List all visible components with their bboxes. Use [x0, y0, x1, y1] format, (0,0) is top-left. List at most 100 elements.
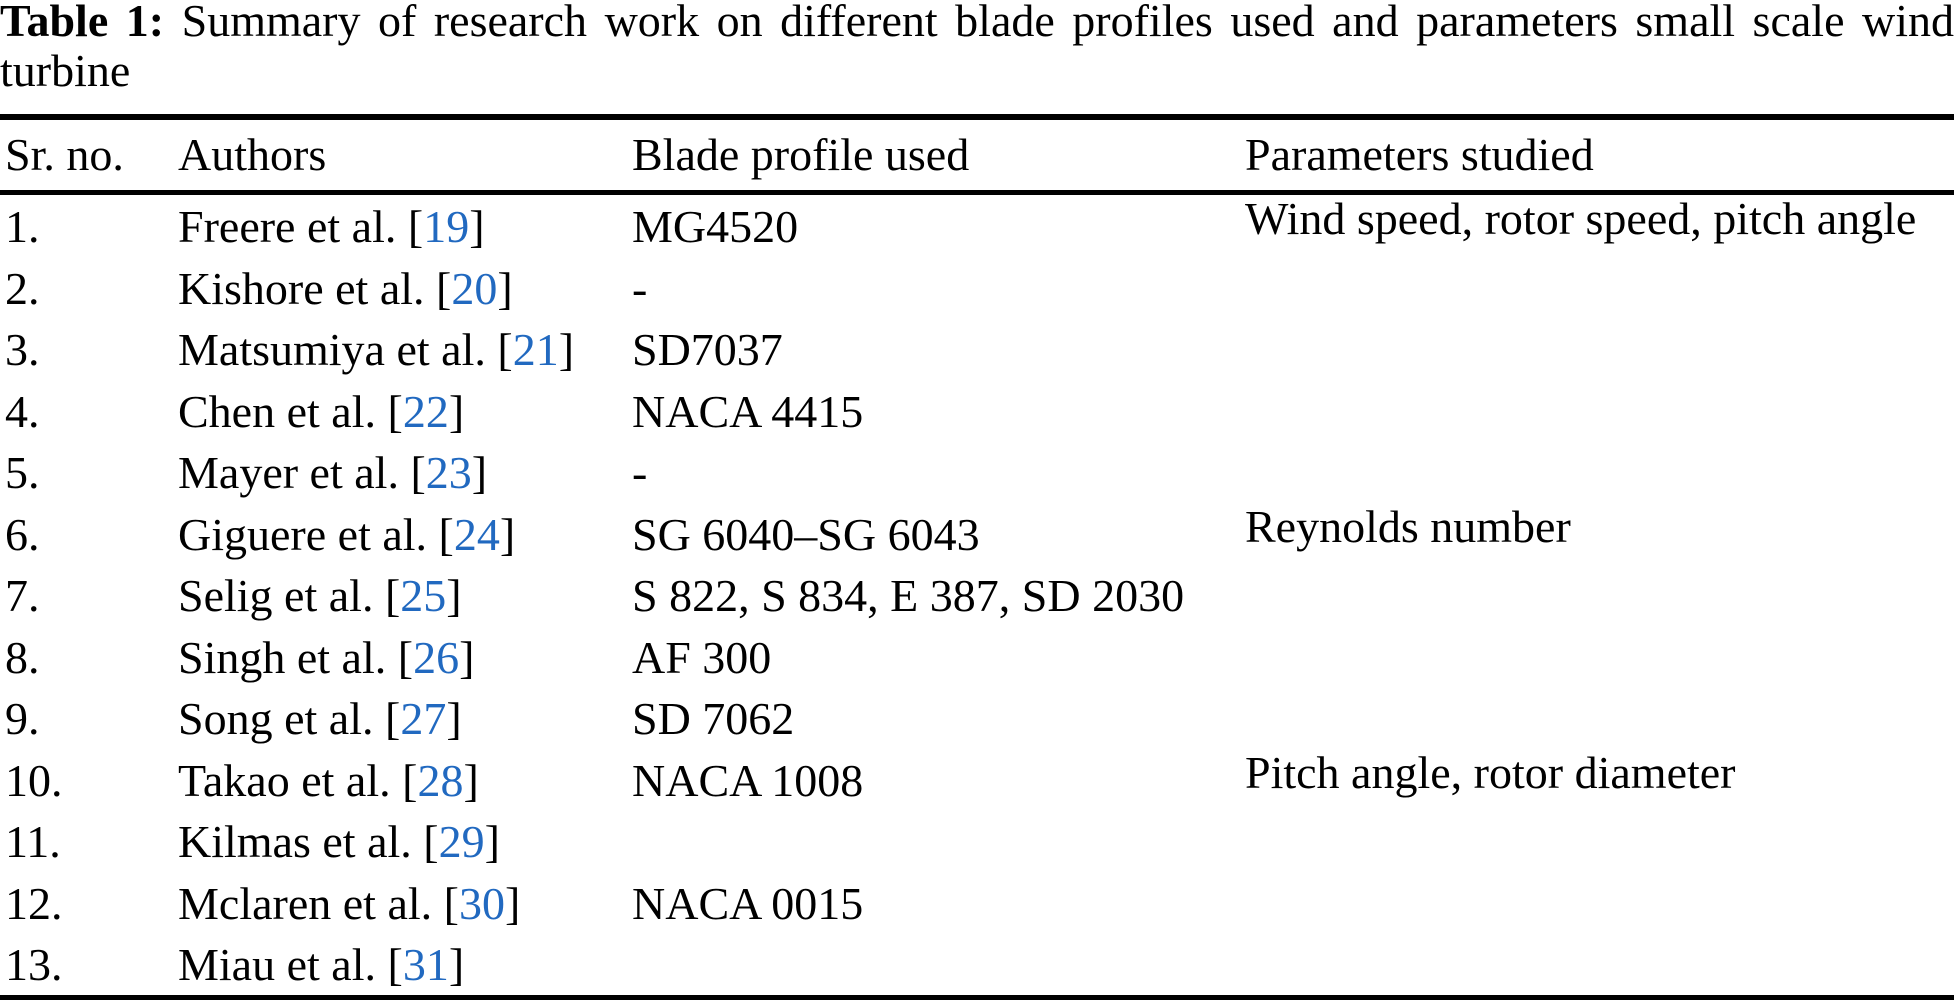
author-name: Mayer et al.	[178, 447, 399, 498]
citation-bracket-open: [	[397, 631, 414, 683]
sr-no-cell: 8.	[5, 631, 40, 683]
column-header-authors: Authors	[178, 129, 327, 180]
sr-no-cell: 7.	[5, 570, 40, 621]
table-caption-line1: Table 1: Summary of research work on dif…	[0, 0, 1954, 46]
citation-bracket-open: [	[443, 877, 459, 929]
table-row: 2. Kishore et al. [20] -	[0, 258, 1954, 320]
citation-bracket-close: ]	[448, 939, 465, 990]
table-caption-label: Table 1:	[0, 0, 165, 46]
author-name: Matsumiya et al.	[178, 324, 486, 375]
blade-profile-cell: SG 6040–SG 6043	[632, 508, 980, 560]
blade-profile-cell: -	[632, 262, 648, 314]
author-cell: Kilmas et al. [29]	[178, 811, 632, 873]
parameters-cell	[1245, 619, 1954, 681]
column-header-sr-no: Sr. no.	[5, 129, 124, 180]
author-cell: Singh et al. [26]	[178, 627, 632, 689]
sr-no-cell: 11.	[5, 816, 61, 867]
table-top-rule	[0, 114, 1954, 120]
citation-bracket-close: ]	[558, 324, 575, 375]
citation-bracket-close: ]	[497, 262, 513, 314]
sr-no-cell: 5.	[5, 447, 40, 498]
author-cell: Kishore et al. [20]	[178, 258, 632, 320]
table-row: 7. Selig et al. [25] S 822, S 834, E 387…	[0, 565, 1954, 627]
parameters-cell	[1245, 865, 1954, 927]
parameters-cell	[1245, 434, 1954, 496]
citation-ref-link[interactable]: 28	[417, 754, 464, 806]
blade-profile-cell: MG4520	[632, 201, 799, 252]
table-bottom-rule	[0, 995, 1954, 1000]
author-name: Freere et al.	[178, 201, 397, 252]
parameters-cell	[1245, 926, 1954, 988]
author-cell: Selig et al. [25]	[178, 565, 632, 627]
author-cell: Giguere et al. [24]	[178, 504, 632, 566]
citation-bracket-open: [	[387, 385, 403, 437]
parameters-cell	[1245, 250, 1954, 312]
citation-bracket-open: [	[407, 201, 424, 252]
parameters-cell: Wind speed, rotor speed, pitch angle	[1245, 193, 1917, 244]
citation-bracket-open: [	[436, 262, 452, 314]
table-row: 12. Mclaren et al. [30] NACA 0015	[0, 873, 1954, 935]
table-row: 4. Chen et al. [22] NACA 4415	[0, 381, 1954, 443]
author-name: Kilmas et al.	[178, 816, 412, 867]
author-cell: Matsumiya et al. [21]	[178, 319, 632, 381]
author-name: Giguere et al.	[178, 508, 428, 560]
citation-ref-link[interactable]: 22	[402, 385, 449, 437]
blade-profile-cell: AF 300	[632, 631, 772, 683]
citation-bracket-open: [	[387, 939, 403, 990]
sr-no-cell: 3.	[5, 324, 40, 375]
table-row: 6. Giguere et al. [24] SG 6040–SG 6043 R…	[0, 501, 1954, 566]
parameters-cell: Pitch angle, rotor diameter	[1245, 746, 1736, 798]
citation-bracket-open: [	[384, 570, 401, 621]
author-name: Selig et al.	[178, 570, 374, 621]
parameters-cell	[1245, 680, 1954, 742]
column-header-parameters: Parameters studied	[1245, 129, 1594, 180]
sr-no-cell: 9.	[5, 693, 40, 744]
author-name: Song et al.	[178, 693, 374, 744]
citation-ref-link[interactable]: 31	[402, 939, 449, 990]
table-body: 1. Freere et al. [19] MG4520 Wind speed,…	[0, 193, 1954, 996]
citation-ref-link[interactable]: 21	[512, 324, 559, 375]
citation-bracket-close: ]	[471, 447, 488, 498]
sr-no-cell: 2.	[5, 262, 40, 314]
citation-ref-link[interactable]: 19	[423, 201, 470, 252]
citation-ref-link[interactable]: 29	[438, 816, 485, 867]
citation-bracket-open: [	[402, 754, 418, 806]
sr-no-cell: 10.	[5, 754, 63, 806]
blade-profile-cell	[632, 811, 1245, 873]
blade-profile-cell: NACA 0015	[632, 877, 864, 929]
table-row: 13. Miau et al. [31]	[0, 934, 1954, 996]
table-row: 5. Mayer et al. [23] -	[0, 442, 1954, 504]
citation-ref-link[interactable]: 25	[400, 570, 447, 621]
citation-ref-link[interactable]: 20	[451, 262, 498, 314]
citation-bracket-close: ]	[499, 508, 516, 560]
author-name: Chen et al.	[178, 385, 376, 437]
parameters-cell	[1245, 311, 1954, 373]
table-row: 8. Singh et al. [26] AF 300	[0, 627, 1954, 689]
table-header-rule	[0, 190, 1954, 195]
citation-ref-link[interactable]: 23	[425, 447, 472, 498]
author-name: Kishore et al.	[178, 262, 425, 314]
citation-bracket-close: ]	[459, 631, 475, 683]
author-cell: Miau et al. [31]	[178, 934, 632, 996]
citation-ref-link[interactable]: 27	[400, 693, 447, 744]
parameters-cell	[1245, 803, 1954, 865]
table-caption-line2: turbine	[0, 45, 131, 96]
citation-ref-link[interactable]: 30	[458, 877, 505, 929]
citation-bracket-close: ]	[446, 693, 462, 744]
citation-bracket-open: [	[384, 693, 401, 744]
blade-profile-cell	[632, 934, 1245, 996]
citation-bracket-close: ]	[446, 570, 462, 621]
author-name: Singh et al.	[178, 631, 387, 683]
column-header-blade-profile: Blade profile used	[632, 129, 970, 180]
table-caption: Table 1: Summary of research work on dif…	[0, 0, 1954, 96]
author-cell: Mayer et al. [23]	[178, 442, 632, 504]
author-cell: Chen et al. [22]	[178, 381, 632, 443]
parameters-cell	[1245, 373, 1954, 435]
author-cell: Song et al. [27]	[178, 688, 632, 750]
blade-profile-cell: -	[632, 447, 648, 498]
citation-ref-link[interactable]: 24	[453, 508, 500, 560]
citation-bracket-open: [	[497, 324, 513, 375]
citation-ref-link[interactable]: 26	[413, 631, 460, 683]
citation-bracket-open: [	[423, 816, 439, 867]
parameters-cell	[1245, 557, 1954, 619]
